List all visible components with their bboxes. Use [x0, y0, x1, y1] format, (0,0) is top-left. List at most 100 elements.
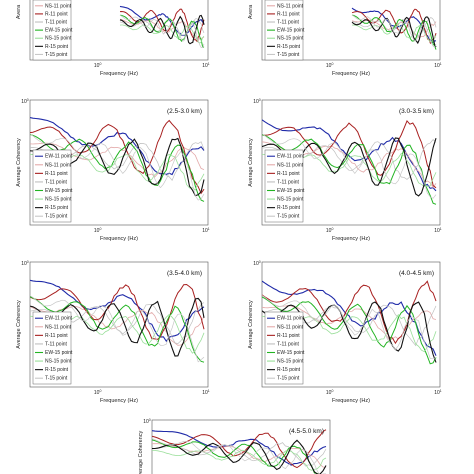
legend-entry: NS-15 point [45, 197, 72, 203]
depth-range-label: (4.5-5.0 km) [289, 428, 324, 435]
y-tick-label-top: 100 [143, 418, 151, 425]
legend-entry: EW-11 point [45, 316, 73, 322]
legend-entry: NS-11 point [277, 3, 304, 9]
series-line-r-11-point [152, 429, 327, 469]
legend-entry: R-11 point [45, 333, 68, 339]
legend-entry: R-11 point [277, 333, 300, 339]
legend-entry: EW-11 point [45, 154, 73, 160]
y-axis-label: Avera [248, 4, 254, 19]
series-line-t-15-point [30, 133, 205, 201]
x-axis-label: Frequency (Hz) [332, 71, 370, 77]
legend-entry: EW-11 point [277, 316, 305, 322]
legend-entry: R-11 point [277, 11, 300, 17]
legend-entry: NS-11 point [45, 324, 72, 330]
depth-range-label: (3.0-3.5 km) [399, 108, 434, 115]
legend-entry: T-15 point [277, 376, 300, 382]
series-line-ew-11-point [119, 5, 205, 36]
depth-range-label: (3.5-4.0 km) [167, 270, 202, 277]
x-axis-label: Frequency (Hz) [100, 71, 138, 77]
legend-entry: T-11 point [277, 179, 299, 185]
depth-range-label: (2.5-3.0 km) [167, 108, 202, 115]
series-line-t-15-point [30, 295, 205, 363]
series-line-t-11-point [351, 17, 437, 37]
series-line-ew-15-point [262, 296, 437, 365]
legend-entry: R-15 point [45, 367, 69, 373]
panel-p1: 100 101 Frequency (Hz) Avera NS-11 point R-11… [16, 0, 210, 77]
legend-entry: T-11 point [45, 179, 67, 185]
legend-entry: NS-11 point [45, 3, 72, 9]
legend-entry: NS-15 point [277, 197, 304, 203]
legend-entry: R-15 point [277, 367, 301, 373]
x-tick-label-mid: 100 [94, 227, 102, 234]
legend-entry: R-15 point [277, 44, 301, 50]
series-line-ns-15-point [351, 23, 437, 43]
legend-entry: NS-15 point [277, 36, 304, 42]
legend-entry: NS-11 point [277, 324, 304, 330]
legend-entry: NS-11 point [45, 162, 72, 168]
x-tick-label-mid: 100 [326, 227, 334, 234]
legend-entry: R-15 point [45, 205, 69, 211]
panel-p7: 100 Average Coherency (4.5-5.0 km) [138, 418, 331, 474]
legend-box [32, 311, 72, 385]
legend-entry: T-15 point [45, 214, 68, 220]
x-tick-label-right: 101 [434, 62, 442, 69]
series-line-r-15-point [262, 301, 437, 363]
series-line-r-15-point [152, 439, 327, 474]
x-axis-label: Frequency (Hz) [100, 398, 138, 404]
legend-entry: T-11 point [277, 20, 299, 26]
panel-p3: 100 100 101 Frequency (Hz) Average Coherency… [16, 98, 210, 242]
panel-p6: 100 100 101 Frequency (Hz) Average Coherency… [248, 260, 442, 404]
y-tick-label-top: 100 [253, 98, 261, 105]
legend-entry: R-11 point [45, 171, 68, 177]
series-line-t-11-point [152, 442, 327, 467]
series-line-t-15-point [351, 14, 437, 48]
series-line-r-11-point [30, 119, 205, 195]
x-tick-label-right: 101 [202, 62, 210, 69]
y-axis-label: Average Coherency [138, 430, 144, 474]
series-line-ew-11-point [262, 280, 437, 356]
series-line-t-15-point [119, 14, 205, 48]
legend-box [264, 149, 304, 223]
series-line-ew-15-point [30, 296, 205, 363]
y-axis-label: Avera [16, 4, 22, 19]
legend-entry: T-15 point [45, 52, 68, 58]
legend-entry: T-11 point [45, 20, 67, 26]
y-axis-label: Average Coherency [16, 138, 22, 187]
legend-entry: EW-15 point [45, 350, 73, 356]
legend-entry: EW-15 point [45, 28, 73, 34]
x-tick-label-mid: 100 [94, 389, 102, 396]
panel-p4: 100 100 101 Frequency (Hz) Average Coherency… [248, 98, 442, 242]
panel-p2: 100 101 Frequency (Hz) Avera NS-11 point R-11… [248, 0, 442, 77]
series-line-ew-11-point [30, 279, 205, 343]
legend-entry: T-11 point [277, 341, 299, 347]
legend-entry: R-11 point [277, 171, 300, 177]
legend-entry: R-15 point [45, 44, 69, 50]
legend-entry: NS-11 point [277, 162, 304, 168]
series-line-r-11-point [30, 283, 205, 340]
legend-entry: T-15 point [277, 52, 300, 58]
panel-p5: 100 100 101 Frequency (Hz) Average Coherency… [16, 260, 210, 404]
legend-box [264, 311, 304, 385]
series-line-t-15-point [262, 295, 437, 360]
legend-entry: NS-15 point [277, 359, 304, 365]
x-tick-label-right: 101 [202, 389, 210, 396]
series-line-ew-15-point [351, 14, 437, 50]
x-axis-label: Frequency (Hz) [332, 398, 370, 404]
legend-entry: NS-15 point [45, 359, 72, 365]
series-line-r-15-point [351, 16, 437, 48]
legend-entry: EW-15 point [45, 188, 73, 194]
series-line-ew-15-point [119, 14, 205, 48]
y-tick-label-top: 100 [21, 260, 29, 267]
legend-entry: T-15 point [277, 214, 300, 220]
series-line-r-11-point [262, 119, 437, 189]
y-axis-label: Average Coherency [16, 300, 22, 349]
series-line-t-15-point [152, 438, 326, 474]
series-line-r-15-point [119, 14, 205, 45]
legend-entry: NS-15 point [45, 36, 72, 42]
y-axis-label: Average Coherency [248, 300, 254, 349]
x-tick-label-right: 101 [202, 227, 210, 234]
y-axis-label: Average Coherency [248, 138, 254, 187]
legend-entry: R-15 point [277, 205, 301, 211]
series-line-ns-15-point [152, 449, 327, 471]
